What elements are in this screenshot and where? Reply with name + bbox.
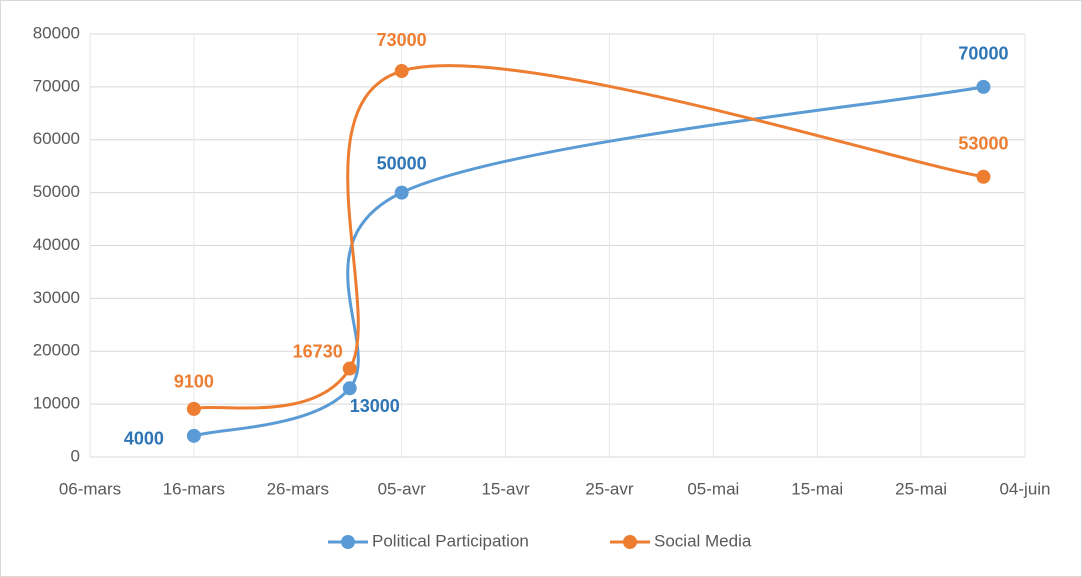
y-tick-label: 40000 — [33, 235, 80, 254]
data-point — [976, 169, 991, 184]
data-point — [186, 428, 201, 443]
data-point — [394, 64, 409, 79]
data-label: 9100 — [174, 372, 214, 392]
data-label: 13000 — [350, 396, 400, 416]
x-tick-label: 26-mars — [267, 479, 329, 498]
legend-marker — [341, 535, 355, 549]
x-tick-label: 05-avr — [378, 479, 427, 498]
x-tick-label: 04-juin — [999, 479, 1050, 498]
legend-label: Social Media — [654, 531, 752, 550]
y-tick-label: 80000 — [33, 23, 80, 42]
data-point — [342, 381, 357, 396]
x-tick-label: 16-mars — [163, 479, 225, 498]
series-line — [193, 85, 984, 438]
y-tick-label: 70000 — [33, 76, 80, 95]
data-point — [394, 185, 409, 200]
x-tick-label: 15-avr — [481, 479, 530, 498]
data-point — [186, 401, 201, 416]
y-tick-label: 0 — [71, 446, 80, 465]
data-label: 50000 — [377, 153, 427, 173]
data-point — [342, 361, 357, 376]
x-tick-label: 15-mai — [791, 479, 843, 498]
legend-marker — [623, 535, 637, 549]
data-label: 53000 — [958, 134, 1008, 154]
x-tick-label: 05-mai — [687, 479, 739, 498]
y-tick-label: 60000 — [33, 129, 80, 148]
x-tick-label: 06-mars — [59, 479, 121, 498]
data-label: 70000 — [958, 44, 1008, 64]
data-label: 16730 — [293, 341, 343, 361]
y-tick-label: 20000 — [33, 341, 80, 360]
y-tick-label: 30000 — [33, 288, 80, 307]
legend-label: Political Participation — [372, 531, 529, 550]
y-tick-label: 10000 — [33, 394, 80, 413]
data-point — [976, 79, 991, 94]
y-tick-label: 50000 — [33, 182, 80, 201]
x-tick-label: 25-avr — [585, 479, 634, 498]
data-label: 73000 — [377, 30, 427, 50]
series-line — [193, 64, 984, 411]
x-tick-label: 25-mai — [895, 479, 947, 498]
data-label: 4000 — [124, 429, 164, 449]
